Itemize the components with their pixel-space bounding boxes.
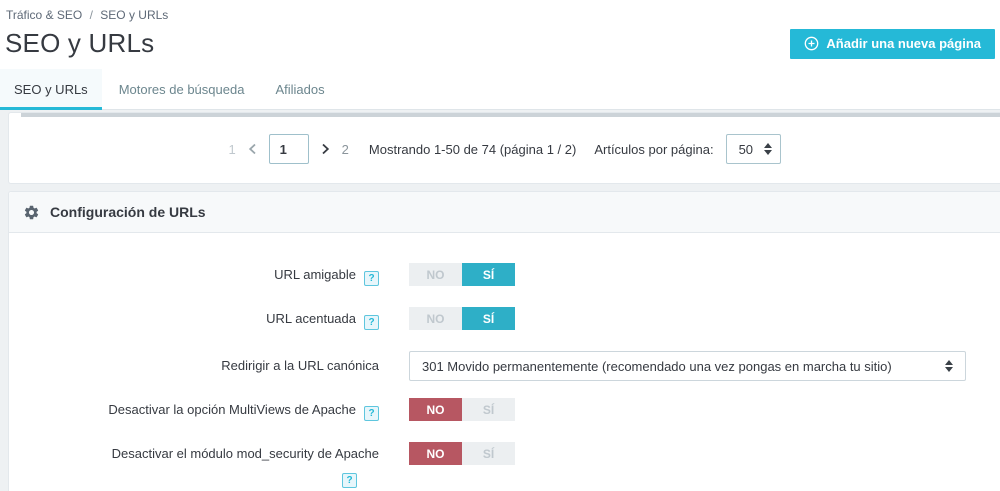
- add-button-label: Añadir una nueva página: [826, 36, 981, 51]
- help-icon[interactable]: ?: [364, 406, 379, 421]
- canonical-redirect-select[interactable]: 301 Movido permanentemente (recomendado …: [409, 351, 966, 381]
- switch-option-no[interactable]: NO: [409, 307, 462, 330]
- plus-circle-icon: [804, 36, 819, 51]
- tab-afiliados[interactable]: Afiliados: [261, 69, 338, 109]
- tab-label: Afiliados: [275, 81, 325, 97]
- per-page-value: 50: [738, 141, 754, 157]
- page-header: Tráfico & SEO / SEO y URLs SEO y URLs Añ…: [0, 0, 1000, 69]
- tab-label: SEO y URLs: [14, 81, 88, 97]
- panel-title: Configuración de URLs: [50, 204, 206, 220]
- form-row-disable-multiviews: Desactivar la opción MultiViews de Apach…: [9, 398, 1000, 421]
- tab-seo-y-urls[interactable]: SEO y URLs: [0, 69, 102, 110]
- chevron-right-icon[interactable]: [321, 143, 330, 155]
- pagination-first-page: 1: [228, 141, 236, 157]
- url-acentuada-switch[interactable]: NO SÍ: [409, 307, 515, 330]
- field-label-text: Desactivar la opción MultiViews de Apach…: [108, 402, 356, 417]
- field-label: Desactivar la opción MultiViews de Apach…: [9, 398, 379, 421]
- switch-option-si[interactable]: SÍ: [462, 263, 515, 286]
- field-label-text: URL amigable: [274, 267, 356, 282]
- field-label-text: Desactivar el módulo mod_security de Apa…: [111, 446, 379, 461]
- breadcrumb: Tráfico & SEO / SEO y URLs: [0, 8, 1000, 22]
- field-label: URL acentuada?: [9, 307, 379, 330]
- disable-multiviews-switch[interactable]: NO SÍ: [409, 398, 515, 421]
- breadcrumb-separator: /: [89, 8, 93, 22]
- switch-option-si[interactable]: SÍ: [462, 398, 515, 421]
- url-configuration-panel: Configuración de URLs URL amigable? NO S…: [8, 191, 1000, 491]
- form-row-disable-modsecurity: Desactivar el módulo mod_security de Apa…: [9, 442, 1000, 488]
- chevron-left-icon[interactable]: [248, 143, 257, 155]
- form-row-url-acentuada: URL acentuada? NO SÍ: [9, 307, 1000, 330]
- switch-option-no[interactable]: NO: [409, 398, 462, 421]
- url-amigable-switch[interactable]: NO SÍ: [409, 263, 515, 286]
- breadcrumb-parent[interactable]: Tráfico & SEO: [6, 8, 83, 22]
- switch-option-no[interactable]: NO: [409, 263, 462, 286]
- page-title: SEO y URLs: [5, 28, 155, 58]
- tab-bar: SEO y URLs Motores de búsqueda Afiliados: [0, 69, 1000, 110]
- per-page-select[interactable]: 50: [725, 134, 781, 164]
- select-updown-icon: [945, 360, 953, 372]
- gear-icon: [23, 204, 40, 221]
- help-icon[interactable]: ?: [364, 271, 379, 286]
- per-page-label: Artículos por página:: [594, 141, 714, 157]
- help-icon[interactable]: ?: [364, 315, 379, 330]
- tab-label: Motores de búsqueda: [118, 81, 245, 97]
- form-row-url-amigable: URL amigable? NO SÍ: [9, 263, 1000, 286]
- tab-motores-de-busqueda[interactable]: Motores de búsqueda: [105, 69, 259, 109]
- pagination-summary: Mostrando 1-50 de 74 (página 1 / 2): [368, 141, 577, 157]
- switch-option-si[interactable]: SÍ: [462, 307, 515, 330]
- breadcrumb-current: SEO y URLs: [100, 8, 169, 22]
- panel-header: Configuración de URLs: [9, 192, 1000, 233]
- field-label-text: URL acentuada: [266, 311, 356, 326]
- pagination-last-page[interactable]: 2: [341, 141, 349, 157]
- disable-modsecurity-switch[interactable]: NO SÍ: [409, 442, 515, 465]
- page-number-input[interactable]: [268, 134, 309, 164]
- switch-option-no[interactable]: NO: [409, 442, 462, 465]
- form-row-redirect-canonical: Redirigir a la URL canónica 301 Movido p…: [9, 351, 1000, 381]
- field-label: Desactivar el módulo mod_security de Apa…: [9, 442, 379, 488]
- select-updown-icon: [763, 143, 772, 155]
- add-new-page-button[interactable]: Añadir una nueva página: [790, 28, 995, 59]
- switch-option-si[interactable]: SÍ: [462, 442, 515, 465]
- field-label: URL amigable?: [9, 263, 379, 286]
- horizontal-scrollbar[interactable]: [21, 113, 1000, 117]
- panel-body: URL amigable? NO SÍ URL acentuada? NO SÍ: [9, 233, 1000, 491]
- field-label: Redirigir a la URL canónica: [9, 351, 379, 381]
- pagination-panel: 1 2 Mostrando 1-50 de 74 (página 1 / 2) …: [8, 112, 1000, 184]
- help-icon[interactable]: ?: [342, 473, 357, 488]
- canonical-redirect-value: 301 Movido permanentemente (recomendado …: [422, 358, 892, 374]
- field-label-text: Redirigir a la URL canónica: [221, 358, 379, 373]
